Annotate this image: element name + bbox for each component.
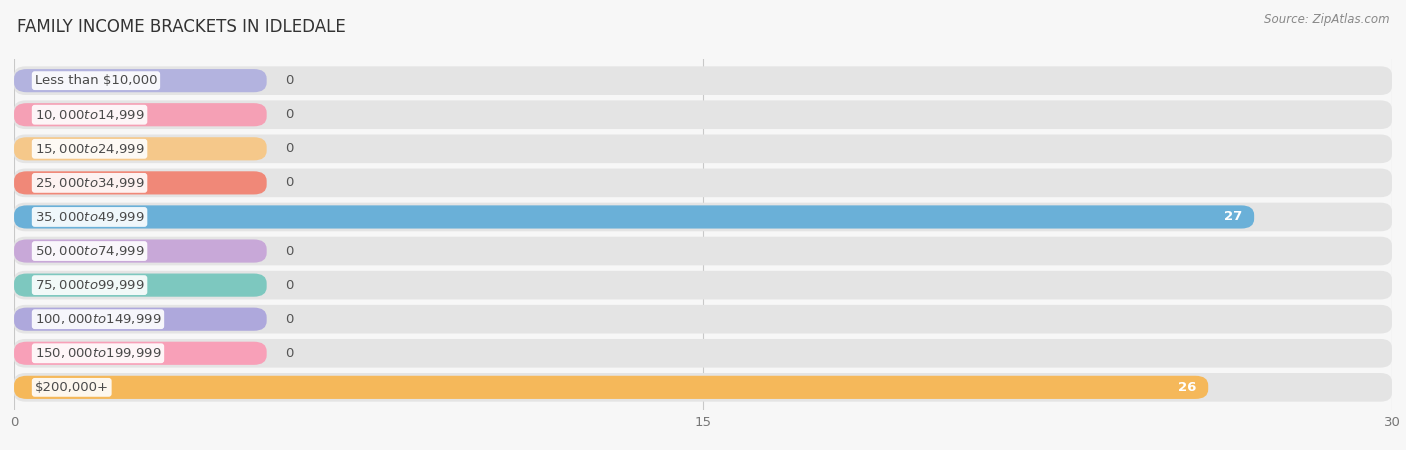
Text: 26: 26 <box>1178 381 1197 394</box>
FancyBboxPatch shape <box>14 202 1392 231</box>
FancyBboxPatch shape <box>14 308 267 331</box>
FancyBboxPatch shape <box>14 171 267 194</box>
FancyBboxPatch shape <box>14 305 1392 333</box>
FancyBboxPatch shape <box>14 66 1392 95</box>
Text: Source: ZipAtlas.com: Source: ZipAtlas.com <box>1264 14 1389 27</box>
FancyBboxPatch shape <box>14 137 267 160</box>
Text: $10,000 to $14,999: $10,000 to $14,999 <box>35 108 145 122</box>
FancyBboxPatch shape <box>14 239 267 263</box>
FancyBboxPatch shape <box>14 339 1392 368</box>
FancyBboxPatch shape <box>14 237 1392 266</box>
FancyBboxPatch shape <box>14 373 1392 402</box>
FancyBboxPatch shape <box>14 169 1392 197</box>
Text: 0: 0 <box>285 347 294 360</box>
Text: $150,000 to $199,999: $150,000 to $199,999 <box>35 346 162 360</box>
Text: 0: 0 <box>285 244 294 257</box>
FancyBboxPatch shape <box>14 103 267 126</box>
FancyBboxPatch shape <box>14 376 1208 399</box>
Text: $75,000 to $99,999: $75,000 to $99,999 <box>35 278 145 292</box>
Text: $35,000 to $49,999: $35,000 to $49,999 <box>35 210 145 224</box>
Text: FAMILY INCOME BRACKETS IN IDLEDALE: FAMILY INCOME BRACKETS IN IDLEDALE <box>17 18 346 36</box>
FancyBboxPatch shape <box>14 100 1392 129</box>
Text: 0: 0 <box>285 74 294 87</box>
Text: $50,000 to $74,999: $50,000 to $74,999 <box>35 244 145 258</box>
FancyBboxPatch shape <box>14 69 267 92</box>
Text: 27: 27 <box>1225 211 1243 224</box>
Text: $25,000 to $34,999: $25,000 to $34,999 <box>35 176 145 190</box>
Text: $15,000 to $24,999: $15,000 to $24,999 <box>35 142 145 156</box>
FancyBboxPatch shape <box>14 205 1254 229</box>
Text: $100,000 to $149,999: $100,000 to $149,999 <box>35 312 162 326</box>
Text: 0: 0 <box>285 142 294 155</box>
Text: 0: 0 <box>285 176 294 189</box>
FancyBboxPatch shape <box>14 135 1392 163</box>
Text: 0: 0 <box>285 313 294 326</box>
FancyBboxPatch shape <box>14 271 1392 299</box>
FancyBboxPatch shape <box>14 274 267 297</box>
Text: Less than $10,000: Less than $10,000 <box>35 74 157 87</box>
Text: 0: 0 <box>285 108 294 121</box>
Text: 0: 0 <box>285 279 294 292</box>
FancyBboxPatch shape <box>14 342 267 365</box>
Text: $200,000+: $200,000+ <box>35 381 108 394</box>
